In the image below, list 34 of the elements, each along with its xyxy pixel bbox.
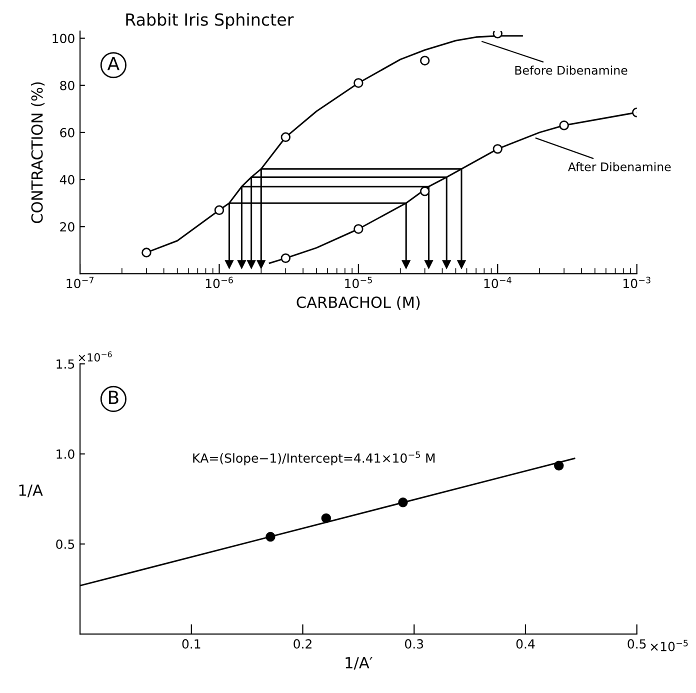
x-tick-label: 10$^{−3}$ [624, 276, 650, 288]
x-axis-title: 1/A′ [346, 657, 372, 670]
y-tick-label: 100 [52, 34, 74, 44]
y-tick-label: 40 [60, 175, 74, 184]
annotation: A [107, 56, 120, 70]
annotation: KA=(Slope−1)/Intercept=4.41×10$^{−5}$ M [193, 451, 435, 466]
x-axis-title: CARBACHOL (M) [296, 296, 420, 310]
x-tick-label: 0.4 [516, 639, 535, 649]
point [398, 498, 408, 508]
annotation: B [109, 390, 118, 404]
x-tick-label: 10$^{−7}$ [66, 276, 94, 288]
point [321, 513, 332, 524]
point [266, 532, 276, 542]
y-axis-title: 1/A [19, 484, 43, 498]
x-tick-label: 0.3 [405, 639, 424, 649]
x-tick-label: 10$^{−6}$ [206, 276, 233, 288]
x-tick-label: 0.1 [182, 639, 200, 649]
text: ×10$^{−5}$ [650, 640, 688, 652]
x-tick-label: 10$^{−4}$ [484, 276, 512, 288]
y-tick-label: 20 [60, 222, 74, 232]
chart-title: Rabbit Iris Sphincter [126, 12, 294, 30]
point [554, 460, 564, 470]
y-tick-label: 0.5 [56, 539, 74, 549]
y-axis-title: CONTRACTION (%) [30, 82, 45, 224]
y-tick-label: 1.0 [56, 449, 74, 459]
y-tick-label: 80 [60, 80, 74, 90]
y-tick-label: 60 [60, 128, 74, 138]
x-tick-label: 10$^{−5}$ [345, 276, 372, 288]
x-tick-label: 0.2 [294, 639, 312, 649]
text: ×10$^{−6}$ [78, 351, 112, 362]
annotation: After Dibenamine [568, 162, 671, 172]
y-tick-label: 1.5 [56, 359, 74, 369]
x-tick-label: 0.5 [628, 639, 646, 649]
annotation: Before Dibenamine [515, 66, 628, 75]
